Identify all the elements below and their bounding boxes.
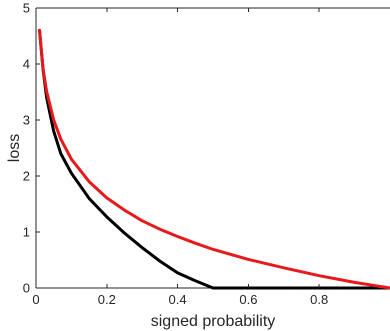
plot-area (35, 7, 390, 289)
y-tick-label: 4 (23, 57, 30, 72)
x-axis-label: signed probability (151, 313, 276, 330)
series-line-2 (38, 28, 390, 290)
x-tick-label: 0.4 (169, 292, 187, 307)
x-tick-label: 0 (32, 292, 39, 307)
y-axis-label: loss (6, 134, 23, 162)
y-tick-label: 0 (23, 281, 30, 296)
y-axis-ticks: 0 1 2 3 4 5 (23, 1, 40, 296)
y-tick-label: 3 (23, 113, 30, 128)
x-tick-label: 0.6 (239, 292, 257, 307)
x-tick-label: 0.2 (98, 292, 116, 307)
y-tick-label: 5 (23, 1, 30, 16)
y-tick-label: 2 (23, 169, 30, 184)
y-tick-label: 1 (23, 225, 30, 240)
x-tick-label: 0.8 (310, 292, 328, 307)
series-layer (38, 28, 390, 290)
series-line-1 (38, 28, 390, 290)
x-axis-ticks: 0 0.2 0.4 0.6 0.8 (32, 8, 328, 307)
